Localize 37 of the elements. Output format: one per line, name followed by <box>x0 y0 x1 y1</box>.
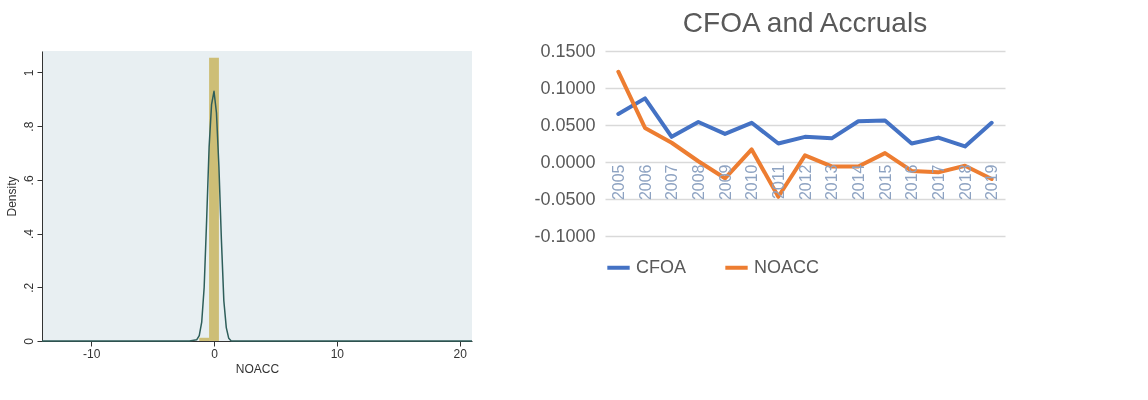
x-tick-label: 2019 <box>983 164 1001 201</box>
y-axis-title: Density <box>4 176 19 217</box>
y-tick-label: .2 <box>21 282 36 293</box>
y-tick-label: 0.1000 <box>540 77 596 98</box>
chart-title: CFOA and Accruals <box>682 7 928 38</box>
y-tick-label: 0.0000 <box>540 151 596 172</box>
x-tick-label: 2018 <box>956 164 974 201</box>
x-tick-label: 2013 <box>823 164 841 201</box>
x-tick-label: 2010 <box>743 164 761 201</box>
x-tick-label: 2014 <box>849 164 867 201</box>
y-tick-label: 1 <box>21 69 36 77</box>
x-tick-label: 0 <box>211 346 219 361</box>
x-tick-label: 2017 <box>929 164 947 201</box>
y-tick-label: .6 <box>21 175 36 186</box>
y-tick-label: 0.1500 <box>540 40 596 61</box>
x-tick-label: 10 <box>330 346 345 361</box>
y-tick-label: -0.0500 <box>534 188 596 209</box>
y-tick-label: .4 <box>21 228 36 240</box>
x-tick-label: 2016 <box>903 164 921 201</box>
x-tick-label: 20 <box>453 346 468 361</box>
x-tick-label: 2015 <box>876 164 894 201</box>
y-tick-label: 0 <box>21 337 36 345</box>
x-tick-label: 2007 <box>663 164 681 201</box>
x-axis-title: NOACC <box>235 361 280 376</box>
x-tick-label: -10 <box>82 346 101 361</box>
x-tick-label: 2008 <box>689 164 707 201</box>
x-tick-label: 2005 <box>609 164 627 201</box>
y-tick-label: .8 <box>21 121 36 132</box>
x-tick-label: 2012 <box>796 164 814 201</box>
y-tick-label: -0.1000 <box>534 225 596 246</box>
y-tick-label: 0.0500 <box>540 114 596 135</box>
legend-label: CFOA <box>636 256 687 277</box>
x-tick-label: 2009 <box>716 164 734 201</box>
legend-label: NOACC <box>754 256 820 277</box>
x-tick-label: 2006 <box>636 164 654 201</box>
x-tick-label: 2011 <box>769 164 787 199</box>
line-series <box>616 96 994 149</box>
